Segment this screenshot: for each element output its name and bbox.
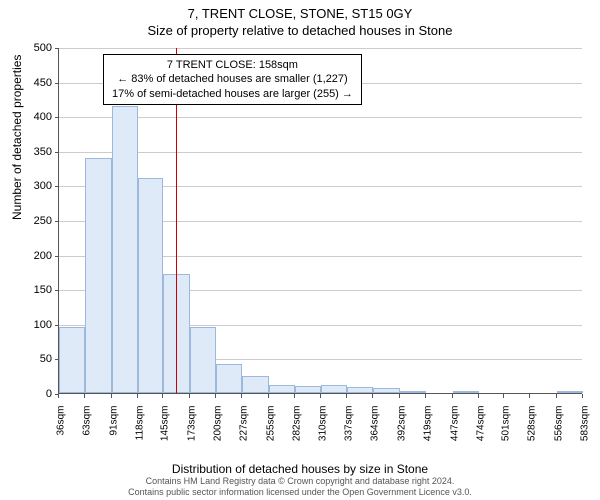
histogram-bar (59, 327, 85, 393)
xtick-mark (372, 394, 373, 398)
xtick-mark (399, 394, 400, 398)
ytick-label: 200 (12, 250, 52, 262)
ytick-label: 400 (12, 111, 52, 123)
xtick-label: 36sqm (56, 406, 67, 456)
x-axis-label: Distribution of detached houses by size … (0, 462, 600, 476)
xtick-label: 474sqm (475, 406, 486, 456)
histogram-bar (321, 385, 347, 393)
ytick-label: 300 (12, 180, 52, 192)
histogram-bar (112, 106, 138, 393)
xtick-label: 501sqm (501, 406, 512, 456)
xtick-label: 419sqm (422, 406, 433, 456)
xtick-mark (84, 394, 85, 398)
xtick-label: 145sqm (160, 406, 171, 456)
xtick-mark (582, 394, 583, 398)
ytick-label: 150 (12, 284, 52, 296)
xtick-mark (294, 394, 295, 398)
histogram-bar (373, 388, 400, 393)
xtick-mark (137, 394, 138, 398)
xtick-mark (529, 394, 530, 398)
histogram-bar (85, 158, 112, 393)
xtick-label: 447sqm (449, 406, 460, 456)
xtick-label: 556sqm (554, 406, 565, 456)
ytick-mark (55, 256, 59, 257)
chart-area: 7 TRENT CLOSE: 158sqm ← 83% of detached … (58, 48, 582, 440)
ytick-mark (55, 290, 59, 291)
histogram-bar (138, 178, 164, 393)
xtick-mark (111, 394, 112, 398)
ytick-mark (55, 152, 59, 153)
xtick-label: 392sqm (397, 406, 408, 456)
title-line2: Size of property relative to detached ho… (0, 23, 600, 38)
xtick-label: 583sqm (580, 406, 591, 456)
callout-line3: 17% of semi-detached houses are larger (… (112, 87, 353, 101)
ytick-label: 100 (12, 319, 52, 331)
xtick-mark (215, 394, 216, 398)
xtick-mark (320, 394, 321, 398)
xtick-label: 63sqm (81, 406, 92, 456)
xtick-mark (241, 394, 242, 398)
ytick-label: 500 (12, 42, 52, 54)
ytick-label: 0 (12, 388, 52, 400)
ytick-mark (55, 117, 59, 118)
title-line1: 7, TRENT CLOSE, STONE, ST15 0GY (0, 6, 600, 21)
xtick-label: 91sqm (108, 406, 119, 456)
xtick-mark (503, 394, 504, 398)
histogram-bar (453, 391, 479, 393)
ytick-mark (55, 186, 59, 187)
xtick-mark (268, 394, 269, 398)
histogram-bar (190, 327, 216, 393)
xtick-label: 528sqm (527, 406, 538, 456)
xtick-label: 200sqm (213, 406, 224, 456)
histogram-bar (216, 364, 242, 393)
footer-line1: Contains HM Land Registry data © Crown c… (0, 476, 600, 487)
xtick-mark (346, 394, 347, 398)
xtick-label: 282sqm (291, 406, 302, 456)
xtick-mark (478, 394, 479, 398)
callout-line1: 7 TRENT CLOSE: 158sqm (112, 58, 353, 72)
xtick-mark (189, 394, 190, 398)
xtick-label: 255sqm (265, 406, 276, 456)
histogram-bar (400, 391, 426, 393)
xtick-label: 337sqm (344, 406, 355, 456)
ytick-label: 350 (12, 146, 52, 158)
ytick-mark (55, 83, 59, 84)
ytick-mark (55, 221, 59, 222)
chart-title-block: 7, TRENT CLOSE, STONE, ST15 0GY Size of … (0, 0, 600, 38)
xtick-label: 310sqm (318, 406, 329, 456)
ytick-label: 450 (12, 77, 52, 89)
ytick-label: 50 (12, 353, 52, 365)
callout-box: 7 TRENT CLOSE: 158sqm ← 83% of detached … (103, 54, 362, 105)
footer-line2: Contains public sector information licen… (0, 487, 600, 498)
xtick-label: 227sqm (238, 406, 249, 456)
xtick-mark (452, 394, 453, 398)
xtick-mark (162, 394, 163, 398)
histogram-bar (295, 386, 322, 393)
plot-area: 7 TRENT CLOSE: 158sqm ← 83% of detached … (58, 48, 582, 394)
ytick-label: 250 (12, 215, 52, 227)
histogram-bar (347, 387, 373, 393)
histogram-bar (557, 391, 583, 393)
histogram-bar (269, 385, 295, 393)
gridline (59, 48, 582, 49)
ytick-mark (55, 325, 59, 326)
callout-line2: ← 83% of detached houses are smaller (1,… (112, 72, 353, 86)
xtick-mark (58, 394, 59, 398)
histogram-bar (242, 376, 269, 393)
xtick-mark (425, 394, 426, 398)
xtick-label: 364sqm (370, 406, 381, 456)
xtick-mark (556, 394, 557, 398)
ytick-mark (55, 48, 59, 49)
xtick-label: 118sqm (134, 406, 145, 456)
xtick-label: 173sqm (187, 406, 198, 456)
footer: Contains HM Land Registry data © Crown c… (0, 476, 600, 499)
